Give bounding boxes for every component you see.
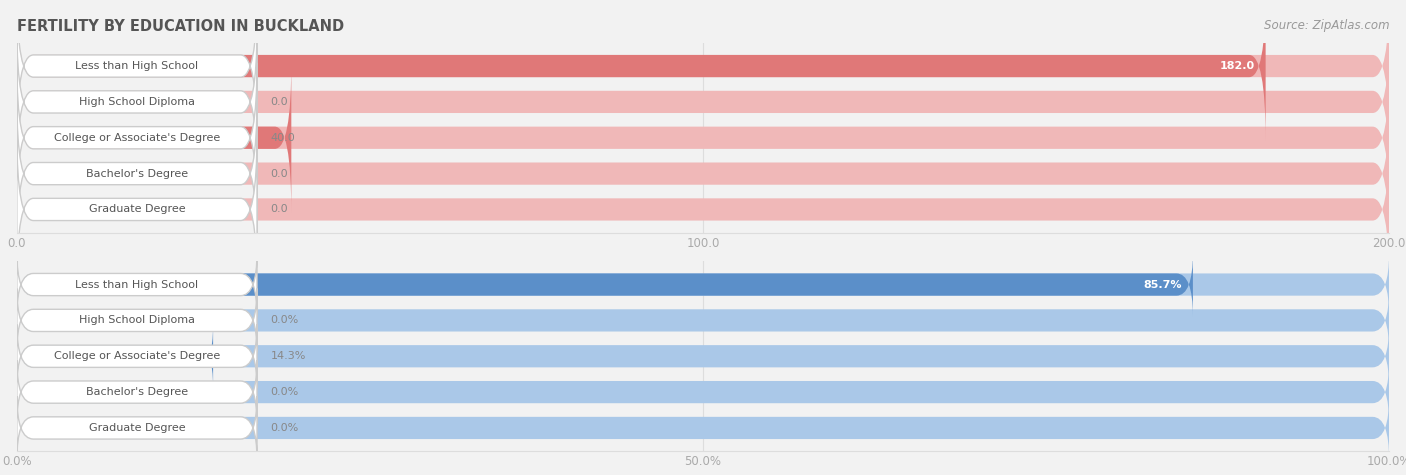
FancyBboxPatch shape <box>17 63 291 213</box>
Text: 40.0: 40.0 <box>271 133 295 143</box>
FancyBboxPatch shape <box>17 27 1389 177</box>
Text: 14.3%: 14.3% <box>271 351 307 361</box>
Text: Graduate Degree: Graduate Degree <box>89 423 186 433</box>
FancyBboxPatch shape <box>17 324 214 388</box>
FancyBboxPatch shape <box>17 396 257 460</box>
FancyBboxPatch shape <box>17 0 1389 141</box>
Text: College or Associate's Degree: College or Associate's Degree <box>53 351 221 361</box>
Text: 0.0: 0.0 <box>271 97 288 107</box>
FancyBboxPatch shape <box>17 0 1265 141</box>
Text: Bachelor's Degree: Bachelor's Degree <box>86 169 188 179</box>
FancyBboxPatch shape <box>17 288 1389 352</box>
FancyBboxPatch shape <box>17 63 1389 213</box>
FancyBboxPatch shape <box>17 99 257 248</box>
Text: 0.0%: 0.0% <box>271 315 299 325</box>
Text: Bachelor's Degree: Bachelor's Degree <box>86 387 188 397</box>
FancyBboxPatch shape <box>17 134 257 285</box>
FancyBboxPatch shape <box>17 27 257 177</box>
Text: Less than High School: Less than High School <box>76 61 198 71</box>
Text: 0.0%: 0.0% <box>271 387 299 397</box>
FancyBboxPatch shape <box>17 288 257 352</box>
FancyBboxPatch shape <box>17 63 257 213</box>
Text: College or Associate's Degree: College or Associate's Degree <box>53 133 221 143</box>
FancyBboxPatch shape <box>17 134 1389 285</box>
Text: Less than High School: Less than High School <box>76 280 198 290</box>
Text: 0.0: 0.0 <box>271 169 288 179</box>
FancyBboxPatch shape <box>17 396 1389 460</box>
FancyBboxPatch shape <box>17 253 1389 316</box>
Text: 0.0%: 0.0% <box>271 423 299 433</box>
Text: Source: ZipAtlas.com: Source: ZipAtlas.com <box>1264 19 1389 32</box>
FancyBboxPatch shape <box>17 324 257 388</box>
FancyBboxPatch shape <box>17 324 1389 388</box>
Text: FERTILITY BY EDUCATION IN BUCKLAND: FERTILITY BY EDUCATION IN BUCKLAND <box>17 19 344 34</box>
FancyBboxPatch shape <box>17 360 1389 424</box>
Text: 182.0: 182.0 <box>1219 61 1254 71</box>
FancyBboxPatch shape <box>17 0 257 141</box>
FancyBboxPatch shape <box>17 360 257 424</box>
Text: 85.7%: 85.7% <box>1143 280 1182 290</box>
Text: High School Diploma: High School Diploma <box>79 315 195 325</box>
Text: Graduate Degree: Graduate Degree <box>89 204 186 214</box>
Text: High School Diploma: High School Diploma <box>79 97 195 107</box>
FancyBboxPatch shape <box>17 253 1192 316</box>
Text: 0.0: 0.0 <box>271 204 288 214</box>
FancyBboxPatch shape <box>17 99 1389 248</box>
FancyBboxPatch shape <box>17 253 257 316</box>
